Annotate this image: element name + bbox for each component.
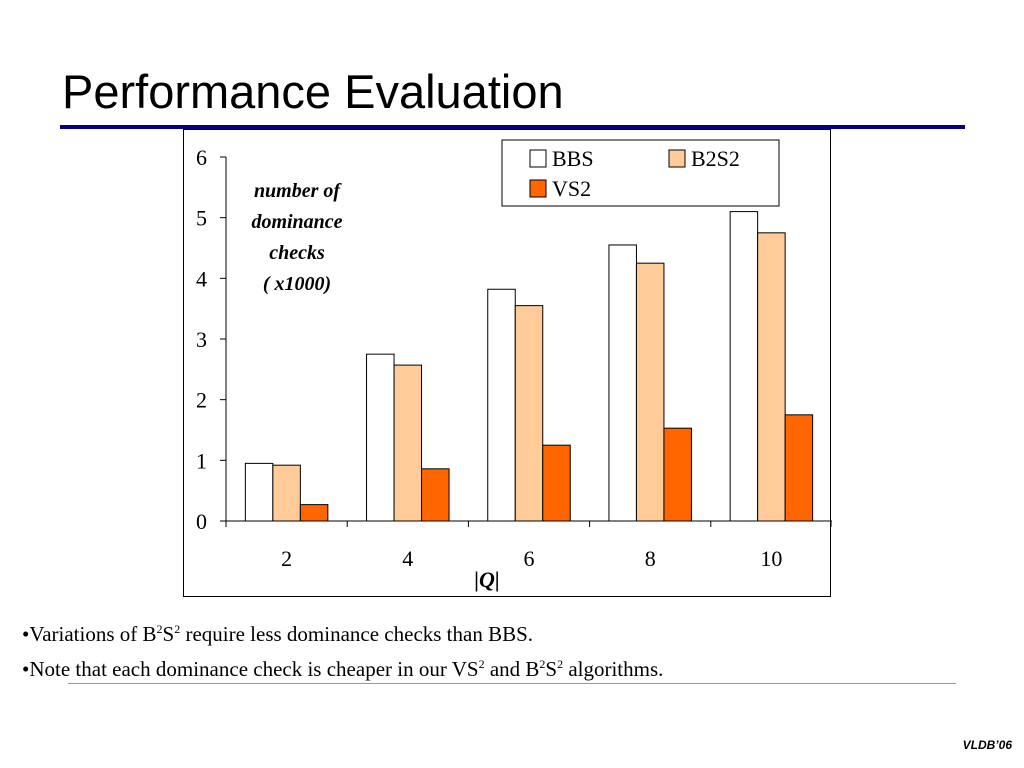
y-tick-label: 2 <box>196 388 207 413</box>
legend-swatch-b2s2 <box>668 149 686 168</box>
slide-title: Performance Evaluation <box>62 65 564 118</box>
bar-b2s2-8 <box>635 262 665 522</box>
bar-b2s2-6 <box>514 305 544 522</box>
bar-bbs-2 <box>244 462 274 522</box>
bar-chart: 0 1 2 3 4 5 6 2 4 6 8 10 number of dominance checks ( x… <box>196 139 832 592</box>
bar-bbs-8 <box>608 244 637 522</box>
legend-swatch-bbs <box>529 149 547 168</box>
bottom-divider <box>68 683 956 684</box>
x-tick-label: 4 <box>402 546 413 571</box>
bullet-1-text-a: Variations of B <box>29 622 157 646</box>
bar-bbs-6 <box>487 288 516 522</box>
bar-b2s2-4 <box>393 364 423 522</box>
x-tick-label: 2 <box>281 546 292 571</box>
bullet-1-marker: • <box>22 622 30 646</box>
bullet-1-text-c: require less dominance checks than BBS. <box>180 622 534 646</box>
x-axis-label: |Q| <box>474 567 500 592</box>
bar-b2s2-2 <box>272 464 301 522</box>
bullet-2-marker: • <box>22 657 30 681</box>
bar-vs2-8 <box>663 427 692 522</box>
y-axis-label-line: number of <box>254 180 342 202</box>
bar-vs2-4 <box>421 468 450 522</box>
bar-vs2-6 <box>542 444 571 522</box>
bullet-2-sup-a: 2 <box>478 657 485 671</box>
x-tick-label: 8 <box>645 546 656 571</box>
legend-label-vs2: VS2 <box>552 176 591 201</box>
bullet-2-text-c: S <box>545 657 558 681</box>
bar-vs2-10 <box>784 414 814 522</box>
legend-box <box>501 139 780 207</box>
bullet-2: •Note that each dominance check is cheap… <box>22 649 663 684</box>
bullet-2-text-a: Note that each dominance check is cheape… <box>29 657 479 681</box>
legend-swatch-vs2 <box>529 179 547 198</box>
bullet-list: •Variations of B2S2 require less dominan… <box>22 614 663 684</box>
x-tick-label: 6 <box>524 546 535 571</box>
footer-label: VLDB’06 <box>962 738 1012 752</box>
y-axis-label-line: dominance <box>251 211 342 233</box>
bar-vs2-2 <box>299 504 329 522</box>
x-tick-label: 10 <box>760 546 782 571</box>
y-tick-label: 0 <box>196 509 207 534</box>
y-axis-label-line: ( x1000) <box>263 273 331 295</box>
bar-bbs-10 <box>729 211 759 522</box>
bullet-2-text-d: algorithms. <box>563 657 664 681</box>
legend-label-bbs: BBS <box>552 146 594 171</box>
bullet-1-sup-a: 2 <box>156 622 163 636</box>
y-tick-label: 5 <box>196 206 207 231</box>
bullet-1: •Variations of B2S2 require less dominan… <box>22 614 663 649</box>
bar-bbs-4 <box>366 353 395 522</box>
y-tick-label: 3 <box>196 327 207 352</box>
title-underline <box>60 125 965 129</box>
bullet-2-sup-c: 2 <box>557 657 564 671</box>
y-tick-label: 6 <box>196 145 207 170</box>
legend-label-b2s2: B2S2 <box>691 146 740 171</box>
bullet-2-text-b: and B <box>484 657 540 681</box>
bullet-1-sup-b: 2 <box>174 622 181 636</box>
y-tick-label: 4 <box>196 266 207 291</box>
y-tick-label: 1 <box>196 448 207 473</box>
chart-frame: 0 1 2 3 4 5 6 2 4 6 8 10 number of dominance checks ( x… <box>183 129 832 597</box>
y-axis-label-line: checks <box>269 242 325 264</box>
bar-b2s2-10 <box>757 232 786 522</box>
bullet-1-text-b: S <box>162 622 175 646</box>
bullet-2-sup-b: 2 <box>539 657 546 671</box>
